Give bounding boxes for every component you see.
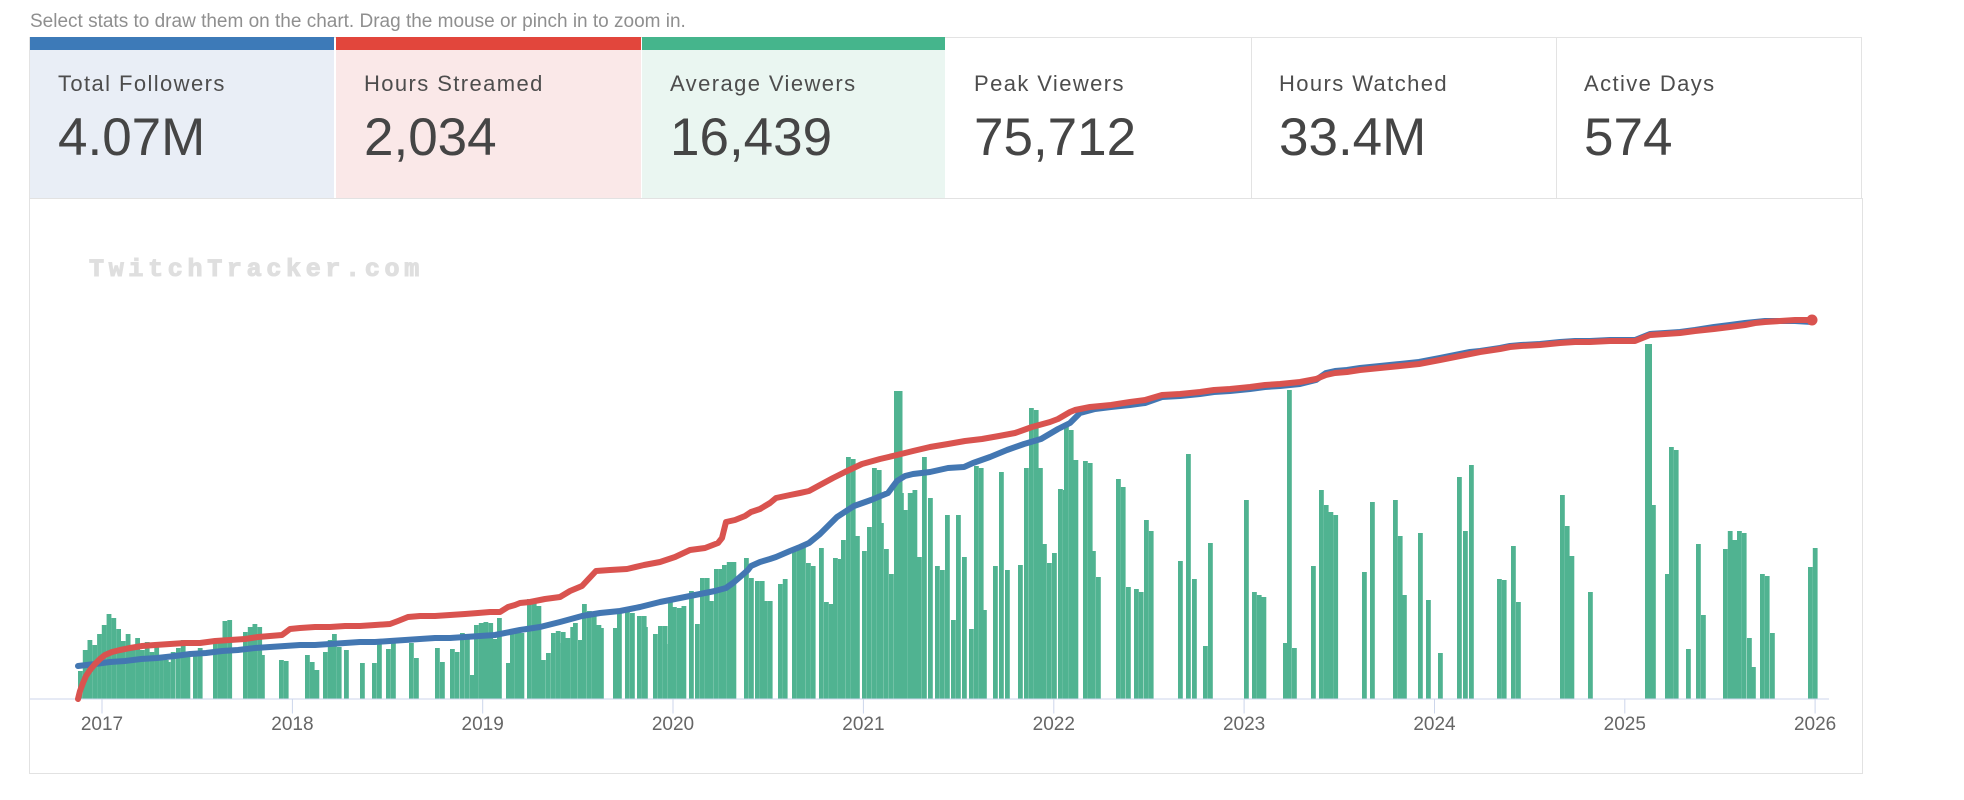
svg-text:2024: 2024 (1413, 714, 1456, 735)
svg-text:2018: 2018 (271, 714, 313, 735)
svg-text:TwitchTracker.com: TwitchTracker.com (89, 255, 424, 284)
svg-text:2021: 2021 (842, 714, 884, 735)
svg-text:2017: 2017 (81, 714, 123, 735)
svg-text:2023: 2023 (1223, 714, 1265, 735)
svg-text:2022: 2022 (1033, 714, 1075, 735)
svg-text:2026: 2026 (1794, 714, 1836, 735)
svg-text:2020: 2020 (652, 714, 694, 735)
svg-text:2019: 2019 (462, 714, 504, 735)
svg-text:2025: 2025 (1604, 714, 1646, 735)
